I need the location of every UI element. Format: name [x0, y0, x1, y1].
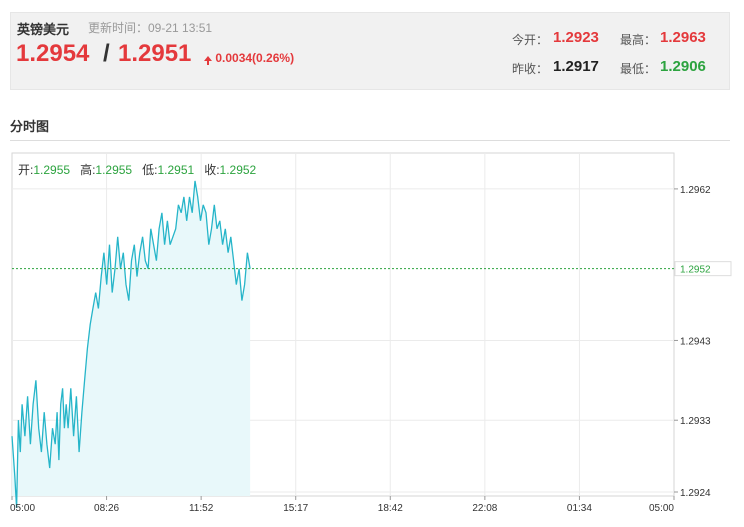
- price-change-value: 0.0034(0.26%): [215, 51, 295, 65]
- legend-close-value: 1.2952: [219, 163, 257, 177]
- x-tick-label: 18:42: [378, 503, 403, 514]
- prev-close-value: 1.2917: [553, 58, 599, 75]
- x-tick-label: 15:17: [283, 503, 308, 514]
- high-value: 1.2963: [660, 29, 706, 46]
- x-tick-label: 05:00: [649, 503, 674, 514]
- price-area: [12, 180, 251, 508]
- update-time: 更新时间：09-21 13:51: [88, 21, 213, 35]
- x-tick-label: 22:08: [472, 503, 497, 514]
- legend-open-value: 1.2955: [33, 163, 71, 177]
- quote-panel: [10, 12, 730, 90]
- legend-high-label: 高:: [80, 163, 96, 177]
- legend-low-value: 1.2951: [157, 163, 195, 177]
- legend-high-value: 1.2955: [95, 163, 133, 177]
- y-tick-label: 1.2924: [680, 488, 711, 499]
- x-tick-label: 01:34: [567, 503, 592, 514]
- arrow-up-icon: [204, 56, 212, 65]
- x-tick-label: 08:26: [94, 503, 119, 514]
- plot-frame: [11, 152, 675, 497]
- high-label: 最高：: [620, 33, 657, 47]
- ask-price: 1.2954: [16, 40, 90, 67]
- low-value: 1.2906: [660, 58, 706, 75]
- price-line: [11, 180, 251, 509]
- price-change: 0.0034(0.26%): [204, 51, 294, 65]
- y-tick-label: 1.2943: [680, 336, 711, 347]
- legend-open-label: 开:: [18, 163, 34, 177]
- section-divider: [10, 140, 730, 141]
- price-separator: /: [103, 40, 110, 67]
- low-label: 最低：: [620, 62, 657, 76]
- section-title: 分时图: [10, 119, 50, 134]
- y-tick-label: 1.2962: [680, 185, 711, 196]
- pair-name: 英镑美元: [17, 22, 70, 37]
- open-value: 1.2923: [553, 29, 599, 46]
- x-tick-label: 05:00: [10, 503, 35, 514]
- prev-close-label: 昨收：: [512, 62, 549, 76]
- current-price-box: [674, 261, 732, 277]
- bid-price: 1.2951: [118, 40, 192, 67]
- current-price-label: 1.2952: [680, 265, 711, 276]
- legend-low-label: 低:: [142, 163, 158, 177]
- legend-close-label: 收:: [204, 163, 220, 177]
- ohlc-legend: 开:1.2955 高:1.2955 低:1.2951 收:1.2952: [18, 161, 256, 178]
- open-label: 今开：: [512, 33, 549, 47]
- y-tick-label: 1.2933: [680, 416, 711, 427]
- x-tick-label: 11:52: [189, 503, 214, 514]
